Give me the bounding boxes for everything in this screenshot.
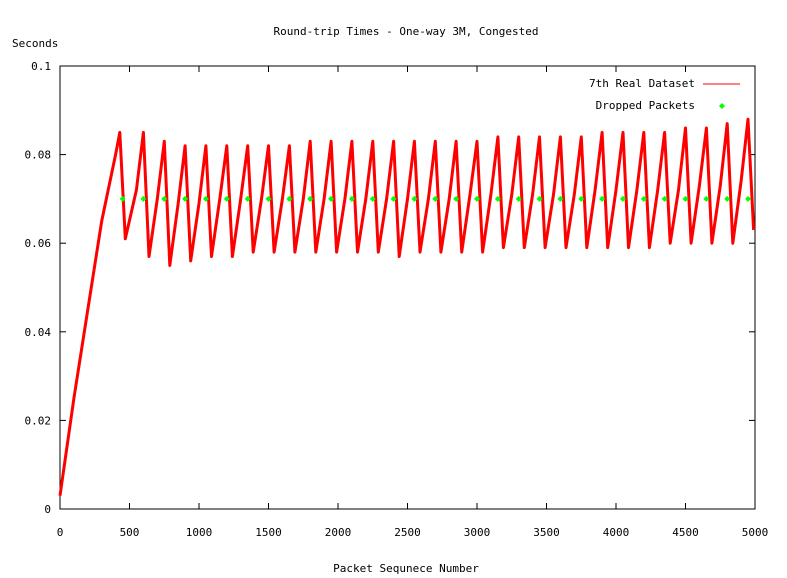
dropped-packet-point <box>328 195 335 202</box>
dropped-packet-point <box>307 195 314 202</box>
dropped-packet-point <box>474 195 480 202</box>
series-layer <box>58 117 756 496</box>
dropped-packet-point <box>411 195 418 202</box>
dropped-packet-point <box>557 195 564 202</box>
dropped-packet-point <box>724 195 731 202</box>
dropped-packet-point <box>494 195 501 202</box>
plot-frame <box>59 65 756 510</box>
dropped-packet-point <box>453 195 460 202</box>
x-tick-label: 2500 <box>394 526 421 539</box>
x-tick-label: 2000 <box>325 526 352 539</box>
dropped-packet-point <box>599 195 606 202</box>
legend-label-dropped-packets: Dropped Packets <box>596 99 695 112</box>
x-tick-label: 3500 <box>533 526 560 539</box>
series-line-real-dataset <box>58 117 756 496</box>
dropped-packet-point <box>369 195 376 202</box>
y-tick-label: 0.06 <box>25 237 52 250</box>
x-tick-label: 500 <box>120 526 140 539</box>
x-tick-label: 4500 <box>672 526 699 539</box>
axis-ticks: 0 500 1000 1500 2000 2500 3000 3500 4000 4500 5000… <box>25 60 769 539</box>
dropped-packet-point <box>140 195 147 202</box>
x-tick-label: 4000 <box>603 526 630 539</box>
x-axis-label: Packet Sequnece Number <box>333 562 479 575</box>
x-tick-label: 5000 <box>742 526 769 539</box>
dropped-packet-point <box>286 195 293 202</box>
dropped-packet-point <box>619 195 626 202</box>
y-tick-label: 0.1 <box>31 60 51 73</box>
y-tick-label: 0.08 <box>25 149 52 162</box>
dropped-packet-point <box>432 195 439 202</box>
x-tick-label: 0 <box>57 526 64 539</box>
dropped-packet-point <box>640 195 647 202</box>
y-tick-label: 0.02 <box>25 414 52 427</box>
dropped-packet-point <box>182 195 189 202</box>
x-tick-label: 3000 <box>464 526 491 539</box>
dropped-packet-point <box>390 195 397 202</box>
dropped-packet-point <box>661 195 668 202</box>
dropped-packet-point <box>536 195 543 202</box>
dropped-packet-point <box>682 195 689 202</box>
dropped-packet-point <box>515 195 522 202</box>
y-tick-label: 0 <box>44 503 51 516</box>
legend-label-real-dataset: 7th Real Dataset <box>589 77 695 90</box>
dropped-packet-point <box>202 195 209 202</box>
x-tick-label: 1000 <box>186 526 213 539</box>
dropped-packet-point <box>244 195 251 202</box>
dropped-packet-point <box>578 195 585 202</box>
dropped-packet-point <box>703 195 710 202</box>
y-axis-label: Seconds <box>12 37 58 50</box>
y-tick-label: 0.04 <box>25 326 52 339</box>
chart-title: Round-trip Times - One-way 3M, Congested <box>274 25 539 38</box>
dropped-packet-point <box>161 195 168 202</box>
dropped-packet-point <box>745 195 752 202</box>
legend-swatch-dropped-packets <box>719 103 725 109</box>
dropped-packet-point <box>119 195 126 202</box>
legend: 7th Real Dataset Dropped Packets <box>589 77 740 112</box>
dropped-packet-point <box>223 195 230 202</box>
dropped-packet-point <box>348 195 355 202</box>
dropped-packet-point <box>265 195 272 202</box>
x-tick-label: 1500 <box>255 526 282 539</box>
